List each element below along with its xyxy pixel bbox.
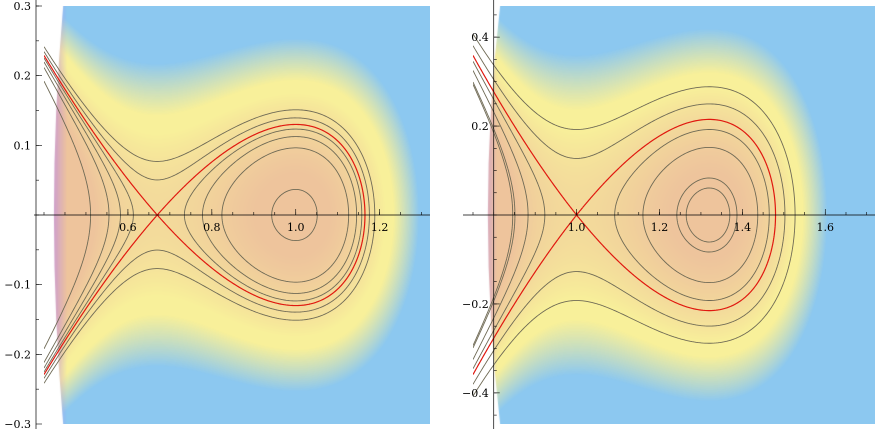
- innermost-orbit: [473, 84, 731, 346]
- inner-orbit-1: [473, 81, 738, 349]
- inner-orbit-1: [44, 67, 350, 363]
- separatrix-curve: [473, 55, 777, 375]
- y-tick-label: 0.2: [14, 70, 32, 83]
- y-tick-label: −0.2: [462, 298, 489, 311]
- inner-orbit-3: [44, 57, 363, 373]
- y-tick-label: −0.2: [4, 348, 31, 361]
- innermost-orbit: [44, 80, 318, 350]
- x-tick-label: 0.6: [119, 221, 137, 234]
- y-tick-label: 0.1: [14, 139, 32, 152]
- y-tick-label: 0.2: [471, 120, 489, 133]
- outer-orbit-2: [44, 46, 376, 384]
- right-phase-portrait: 1.0 1.2 1.4 1.6 −0.4 −0.2 0.2 0.4: [462, 0, 875, 429]
- y-tick-label: 0.3: [14, 0, 32, 13]
- outer-orbit-1: [473, 45, 786, 385]
- y-tick-label: −0.4: [462, 387, 489, 400]
- x-tick-label: 0.8: [203, 221, 221, 234]
- x-tick-label: 1.6: [817, 221, 835, 234]
- inner-orbit-2: [44, 61, 358, 369]
- inner-orbit-2: [473, 70, 759, 360]
- y-tick-label: −0.3: [4, 418, 31, 429]
- y-tick-label: 0.4: [471, 31, 489, 44]
- left-phase-portrait: 0.6 0.8 1.0 1.2 −0.3 −0.2 −0.1 0.1 0.2 0.3: [4, 0, 430, 429]
- outer-orbit-1: [44, 51, 370, 379]
- y-tick-label: −0.1: [4, 279, 31, 292]
- x-tick-label: 1.2: [371, 221, 389, 234]
- separatrix-curve: [44, 55, 366, 375]
- inner-orbit-3: [473, 61, 770, 369]
- x-tick-label: 1.0: [568, 221, 586, 234]
- outer-orbit-2: [473, 33, 796, 397]
- x-tick-label: 1.4: [734, 221, 752, 234]
- x-tick-label: 1.0: [287, 221, 305, 234]
- x-tick-label: 1.2: [651, 221, 669, 234]
